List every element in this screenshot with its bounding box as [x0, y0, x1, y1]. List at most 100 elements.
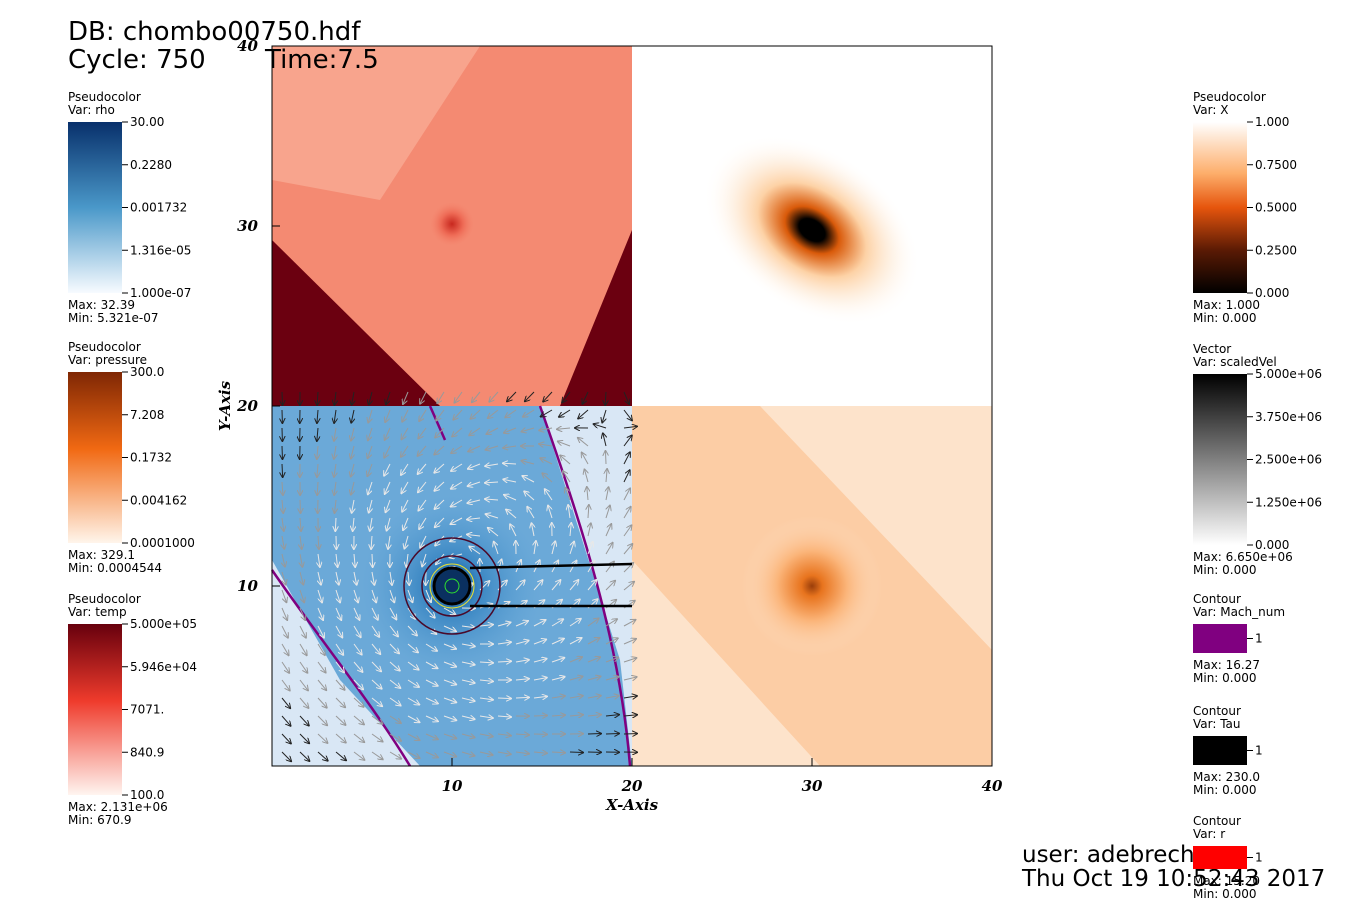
vector-arrow	[389, 607, 396, 619]
vector-arrow	[557, 428, 571, 429]
vector-arrow	[605, 451, 606, 465]
legend-min: Min: 670.9	[68, 813, 132, 827]
legend-bar	[1193, 846, 1247, 869]
legend-tick-label: 1	[1255, 632, 1263, 646]
vector-arrow	[281, 751, 291, 761]
legend-var: Var: X	[1193, 103, 1228, 117]
vector-arrow	[461, 734, 475, 737]
vector-arrow	[587, 676, 601, 680]
legend-max: Max: 16.27	[1193, 658, 1260, 672]
vector-arrow	[371, 625, 379, 637]
legend-tick-label: 7071.	[130, 703, 164, 717]
vector-arrow	[569, 657, 582, 663]
legend-var: Var: pressure	[68, 353, 147, 367]
vector-arrow	[605, 619, 617, 627]
vector-arrow	[354, 571, 357, 585]
vector-arrow	[334, 391, 336, 405]
x-tick-label: 10	[442, 777, 463, 795]
legend-tick-label: 2.500e+06	[1255, 453, 1322, 467]
vector-arrow	[389, 589, 394, 602]
vector-arrow	[300, 553, 302, 567]
vector-arrow	[401, 481, 409, 493]
pressure-core	[742, 516, 882, 656]
vector-arrow	[510, 524, 517, 537]
vector-arrow	[353, 625, 361, 637]
legend-title: Contour	[1193, 592, 1241, 606]
vector-arrow	[569, 715, 583, 716]
user-label: user: adebrech	[1022, 842, 1195, 868]
vector-arrow	[425, 607, 435, 618]
legend-tick-label: 0.5000	[1255, 201, 1297, 215]
legend-bar	[68, 122, 122, 293]
vector-arrow	[282, 571, 286, 584]
vector-arrow	[533, 696, 547, 698]
vector-arrow	[389, 643, 399, 653]
vector-arrow	[479, 662, 493, 663]
vector-arrow	[368, 445, 373, 458]
vector-arrow	[461, 662, 475, 665]
legend-tick-label: 100.0	[130, 788, 164, 802]
legend-bar	[1193, 624, 1247, 653]
vector-arrow	[507, 391, 517, 401]
legend-title: Pseudocolor	[68, 90, 141, 104]
vector-arrow	[371, 661, 381, 671]
vector-arrow	[443, 679, 456, 684]
vector-arrow	[317, 751, 328, 761]
vector-arrow	[503, 446, 517, 448]
vector-arrow	[443, 661, 456, 667]
vector-arrow	[533, 752, 547, 753]
vector-arrow	[407, 625, 417, 635]
vector-arrow	[401, 463, 409, 475]
legend-tick-label: 3.750e+06	[1255, 410, 1322, 424]
vector-arrow	[317, 679, 326, 690]
vector-arrow	[317, 463, 318, 477]
vector-arrow	[389, 679, 400, 688]
vector-arrow	[336, 553, 338, 567]
vector-arrow	[443, 697, 456, 702]
vector-arrow	[461, 752, 474, 756]
vector-arrow	[351, 445, 354, 459]
vector-arrow	[353, 733, 364, 742]
vector-arrow	[282, 517, 284, 531]
vector-arrow	[568, 505, 570, 519]
vector-arrow	[371, 643, 380, 654]
vector-arrow	[299, 697, 308, 708]
vector-arrow	[569, 580, 578, 591]
vector-arrow	[384, 463, 391, 476]
vector-arrow	[351, 409, 354, 423]
vector-arrow	[542, 473, 553, 483]
vector-arrow	[623, 677, 637, 680]
vector-arrow	[587, 561, 595, 573]
vector-arrow	[434, 445, 445, 455]
vector-arrow	[569, 696, 583, 698]
vector-arrow	[335, 643, 343, 655]
vector-arrow	[485, 482, 499, 483]
legend-max: Max: 15.20	[1193, 874, 1260, 888]
vector-arrow	[334, 481, 336, 495]
vector-arrow	[588, 505, 589, 519]
vector-arrow	[281, 733, 291, 744]
vector-arrow	[407, 715, 419, 722]
vector-arrow	[569, 619, 581, 627]
vector-arrow	[594, 424, 607, 429]
vector-arrow	[479, 680, 493, 681]
vector-arrow	[388, 535, 390, 549]
vector-arrow	[371, 679, 382, 689]
vector-arrow	[425, 589, 431, 602]
legend-tick-label: 0.004162	[130, 493, 187, 507]
vector-arrow	[368, 427, 373, 440]
vector-arrow	[527, 507, 535, 519]
legend-tick-label: 0.2280	[130, 158, 172, 172]
vector-arrow	[506, 510, 517, 519]
vector-arrow	[585, 469, 588, 483]
vector-arrow	[623, 658, 636, 663]
vector-arrow	[436, 409, 445, 420]
vector-arrow	[485, 499, 499, 500]
x-tick-label: 30	[802, 777, 823, 795]
tau-contour	[432, 566, 472, 606]
vector-arrow	[353, 607, 359, 620]
vector-arrow	[317, 697, 327, 708]
vector-arrow	[569, 638, 582, 645]
x-axis-label: X-Axis	[605, 796, 659, 814]
vector-arrow	[435, 427, 445, 438]
